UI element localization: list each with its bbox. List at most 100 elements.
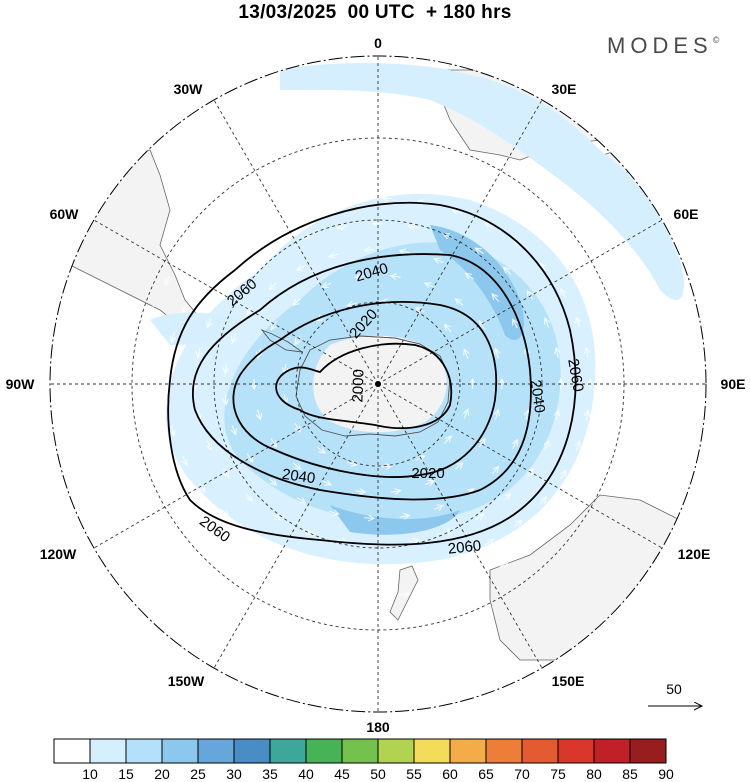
wind-vector-arrow <box>464 349 468 359</box>
wind-vector-arrow <box>491 467 498 475</box>
colorbar-tick-label: 85 <box>622 766 638 782</box>
colorbar-tick-label: 25 <box>190 766 206 782</box>
wind-vector-arrow <box>608 440 611 450</box>
lon-label-30w: 30W <box>174 81 204 97</box>
wind-vector-arrow <box>295 423 300 432</box>
wind-vector-arrow <box>207 317 211 327</box>
wind-vector-arrow <box>272 248 281 254</box>
wind-vector-arrow <box>484 540 494 545</box>
wind-vector-arrow <box>338 226 348 228</box>
colorbar-tick-label: 80 <box>586 766 602 782</box>
antarctica-coast <box>295 335 451 437</box>
contour-label-2060-east: 2060 <box>564 357 587 393</box>
wind-vector-arrow <box>355 491 365 493</box>
wind-vector-arrow <box>492 294 499 302</box>
wind-vector-arrow <box>391 276 401 278</box>
coastlines <box>260 328 451 437</box>
colorbar-swatch <box>557 738 595 764</box>
wind-vector-arrow <box>425 283 435 287</box>
wind-vector-arrow <box>137 394 138 405</box>
wind-vector-arrow <box>258 409 261 420</box>
wind-vector-arrow <box>221 508 228 516</box>
colorbar-swatch <box>305 738 343 764</box>
wind-vector-arrow <box>452 210 462 214</box>
map-content: 2000 2020 2020 2040 2040 2040 2060 2060 … <box>50 56 706 712</box>
wind-vector-arrow <box>141 424 143 435</box>
wind-vector-arrow <box>172 425 175 436</box>
wind-vector-arrow <box>206 532 214 540</box>
wind-vector-arrow <box>466 273 474 280</box>
wind-vector-arrow <box>399 173 410 174</box>
wind-vector-arrow <box>529 218 537 225</box>
wind-vector-arrow <box>514 520 522 528</box>
wind-shading <box>150 63 684 565</box>
meridian-line <box>377 383 663 549</box>
lon-label-60e: 60E <box>674 206 699 222</box>
wind-vector-arrow <box>504 267 512 275</box>
wind-vector-arrow <box>496 349 499 359</box>
wind-vector-arrow <box>151 303 155 313</box>
wind-vector-arrow <box>347 462 357 465</box>
wind-vector-arrow <box>475 514 483 520</box>
latitude-ring-1 <box>295 301 461 467</box>
wind-vector-arrow <box>576 317 579 327</box>
wind-vector-arrow <box>390 491 401 493</box>
wind-vector-arrow <box>400 251 410 253</box>
reference-vector-label: 50 <box>666 681 682 697</box>
wind-vector-arrow <box>311 205 321 208</box>
wind-vector-arrow <box>595 469 599 479</box>
wind-vector-arrow <box>608 318 611 328</box>
contour-label-2040-west: 2040 <box>281 466 316 487</box>
lon-label-0: 0 <box>374 35 382 51</box>
wind-vector-arrow <box>475 248 484 255</box>
wind-vector-arrow <box>595 290 599 299</box>
wind-vector-arrow <box>355 276 366 278</box>
wind-vector-arrow <box>297 265 306 270</box>
wind-vector-arrow <box>172 332 175 342</box>
wind-vector-arrow <box>233 552 241 559</box>
wind-vector-arrow <box>141 332 143 343</box>
wind-vector-arrow <box>528 543 537 551</box>
wind-vector-arrow <box>329 511 339 514</box>
wind-vector-arrow <box>556 348 558 358</box>
wind-vector-arrow <box>247 530 256 536</box>
wind-vector-arrow <box>271 438 276 447</box>
wind-vector-arrow <box>434 178 445 181</box>
wind-vector-arrow <box>232 425 236 434</box>
colorbar-tick-label: 60 <box>442 766 458 782</box>
wind-vector-arrow <box>485 223 494 229</box>
wind-vector-arrow <box>329 254 339 257</box>
lon-label-120w: 120W <box>40 546 77 562</box>
wind-vector-arrow <box>503 494 511 502</box>
wind-vector-arrow <box>399 594 409 595</box>
wind-vector-arrow <box>329 591 339 593</box>
wind-vector-arrow <box>561 470 566 480</box>
lon-label-120e: 120E <box>678 546 711 562</box>
colorbar-tick-label: 75 <box>550 766 566 782</box>
contour-label-2040-east: 2040 <box>527 379 548 414</box>
wind-vector-arrow <box>480 321 485 330</box>
wind-vector-arrow <box>540 263 547 272</box>
wind-vector-arrow <box>166 394 167 405</box>
wind-vector-arrow <box>272 513 280 520</box>
wind-vector-arrow <box>468 187 478 191</box>
contour-2060 <box>167 201 577 546</box>
wind-vector-arrow <box>539 497 546 505</box>
wind-vector-arrow <box>467 577 477 581</box>
colorbar-swatch <box>161 738 199 764</box>
wind-vector-arrow <box>496 410 499 420</box>
map-boundary <box>49 55 707 713</box>
wind-vector-arrow <box>322 283 332 287</box>
colorbar-swatch <box>485 738 523 764</box>
wind-vector-arrow <box>316 446 325 453</box>
wind-vector-arrow <box>151 454 155 464</box>
wind-vector-arrow <box>198 347 200 358</box>
lon-label-90w: 90W <box>6 376 36 392</box>
wind-vector-arrow <box>223 290 230 299</box>
brand-logo: MODES© <box>607 33 719 59</box>
colorbar-swatch <box>413 738 451 764</box>
colorbar-swatch <box>269 738 307 764</box>
wind-vector-arrow <box>445 325 452 333</box>
wind-vector-arrow <box>526 410 528 420</box>
contour-label-2020-south: 2020 <box>411 465 444 482</box>
